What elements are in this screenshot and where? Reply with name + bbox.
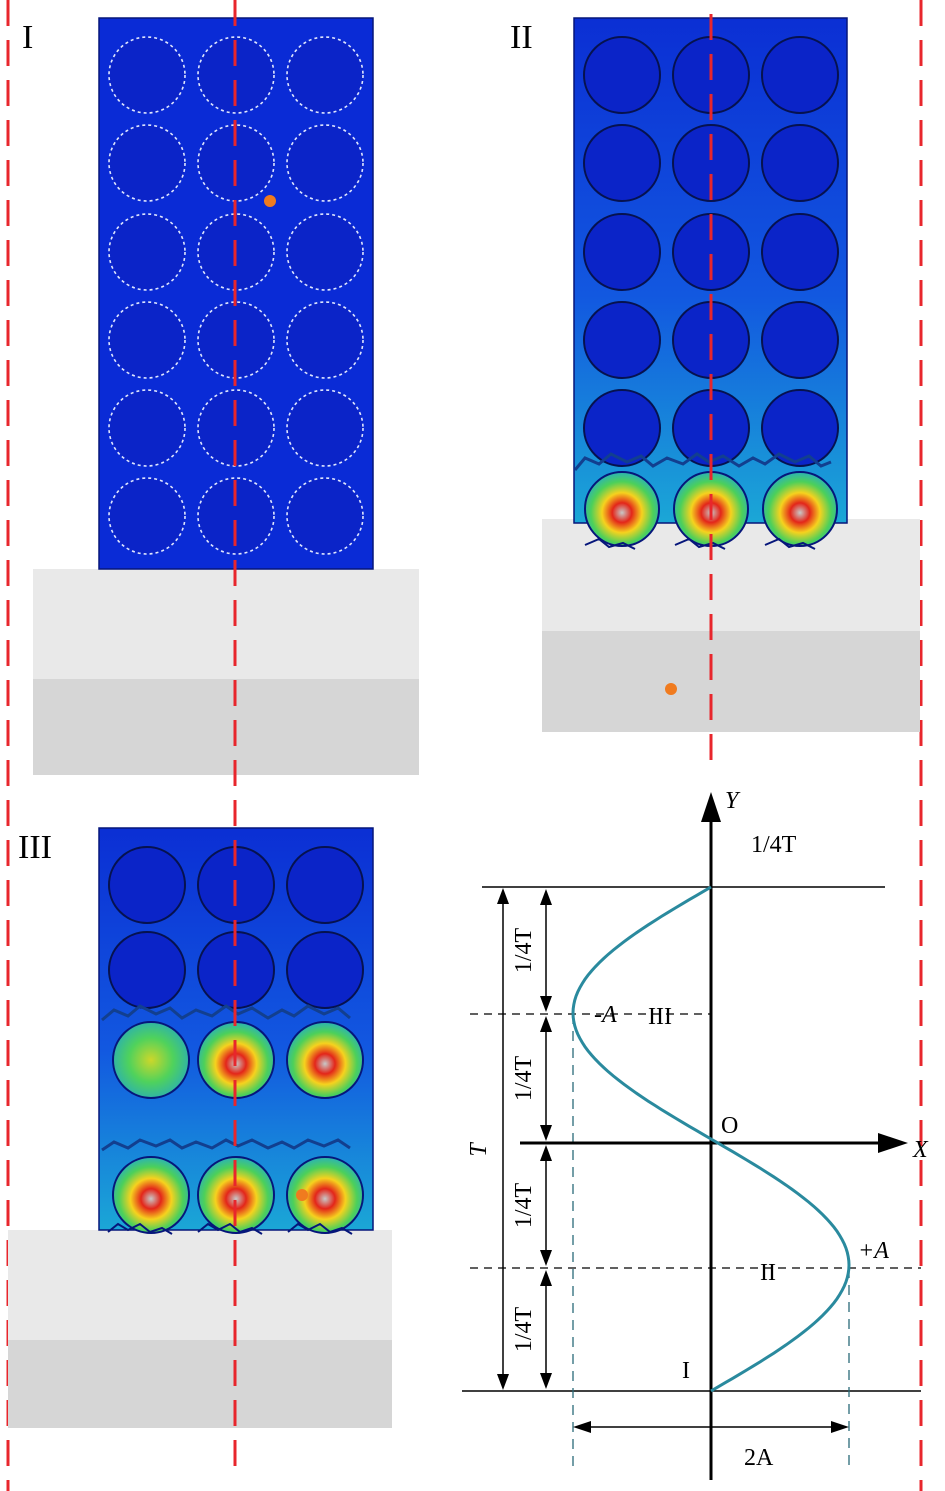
panel-three-label: III xyxy=(18,829,52,866)
quarter-dimension-arrow xyxy=(540,1016,552,1032)
panel-two-circle xyxy=(583,36,661,114)
x-axis-label: X xyxy=(912,1137,929,1163)
period-label: T xyxy=(466,1142,492,1157)
quarter-dimension-arrow xyxy=(540,1270,552,1286)
panel-one-plate-dark xyxy=(33,679,419,775)
panel-one: I xyxy=(22,17,419,775)
panel-one-circle xyxy=(286,124,364,202)
top-quarter-period-label: 1/4T xyxy=(751,832,797,858)
quarter-dimension-arrow xyxy=(540,889,552,905)
panel-one-marker-dot xyxy=(264,195,276,207)
panel-one-circle xyxy=(108,36,186,114)
y-axis-arrow xyxy=(701,792,721,822)
panel-three: III xyxy=(8,827,392,1428)
quarter-dimension-arrow xyxy=(540,1125,552,1141)
displacement-graph: Y X O 1/4T T 1/4T1/4T1/4T1/4T -A +A III … xyxy=(462,788,929,1480)
quarter-dimension-arrow xyxy=(540,1250,552,1266)
minus-a-label: -A xyxy=(594,1002,617,1028)
panel-one-circle xyxy=(286,477,364,555)
origin-label: O xyxy=(721,1113,738,1139)
x-axis-arrow xyxy=(878,1133,908,1153)
panel-one-circle xyxy=(197,36,275,114)
panel-two-circle xyxy=(761,124,839,202)
panel-three-marker-dot xyxy=(296,1189,308,1201)
panel-three-plate-dark xyxy=(8,1340,392,1428)
panel-two-circle xyxy=(583,389,661,467)
panel-two-label: II xyxy=(510,19,533,56)
panel-two-circle xyxy=(583,301,661,379)
quarter-dimension-arrow xyxy=(540,1145,552,1161)
quarter-period-label: 1/4T xyxy=(511,1306,537,1352)
panel-one-circle xyxy=(108,124,186,202)
quarter-period-label: 1/4T xyxy=(511,1055,537,1101)
panel-one-plate-light xyxy=(33,569,419,679)
point-one-label: I xyxy=(682,1358,690,1384)
panel-two-circle xyxy=(761,213,839,291)
panel-three-circle xyxy=(108,846,186,924)
panel-two-circle xyxy=(583,213,661,291)
panel-two-plate-dark xyxy=(542,631,920,732)
panel-one-circle xyxy=(108,389,186,467)
two-a-label: 2A xyxy=(744,1445,774,1471)
quarter-dimension-arrow xyxy=(540,1373,552,1389)
point-three-label: III xyxy=(648,1004,672,1030)
panel-two-circle xyxy=(761,301,839,379)
quarter-period-dimensions: 1/4T 1/4T 1/4T 1/4T xyxy=(511,889,552,1389)
panel-one-circle xyxy=(286,213,364,291)
panel-one-circle xyxy=(197,477,275,555)
point-two-label: II xyxy=(760,1260,776,1286)
panel-two-marker-dot xyxy=(665,683,677,695)
panel-one-circle xyxy=(286,389,364,467)
plus-a-label: +A xyxy=(858,1238,889,1264)
panel-one-circle xyxy=(286,36,364,114)
panel-two-circle xyxy=(583,124,661,202)
panel-three-circle-grid xyxy=(108,846,364,1009)
panel-one-circle xyxy=(197,389,275,467)
sine-curve xyxy=(571,885,851,1393)
panel-one-circle xyxy=(108,477,186,555)
panel-two-circle xyxy=(672,124,750,202)
panel-one-label: I xyxy=(22,19,33,56)
quarter-period-label: 1/4T xyxy=(511,927,537,973)
panel-two: II xyxy=(510,17,920,732)
panel-one-circle xyxy=(108,301,186,379)
quarter-period-label: 1/4T xyxy=(511,1182,537,1228)
panel-two-circle xyxy=(761,389,839,467)
panel-one-circle xyxy=(108,213,186,291)
panel-three-plate-light xyxy=(8,1230,392,1340)
panel-three-damaged-rows xyxy=(101,1004,364,1235)
panel-three-circle xyxy=(286,931,364,1009)
quarter-dimension-arrow xyxy=(540,996,552,1012)
panel-three-circle xyxy=(286,846,364,924)
panel-two-circle xyxy=(761,36,839,114)
y-axis-label: Y xyxy=(725,788,741,814)
panel-three-circle xyxy=(108,931,186,1009)
panel-one-circle xyxy=(286,301,364,379)
